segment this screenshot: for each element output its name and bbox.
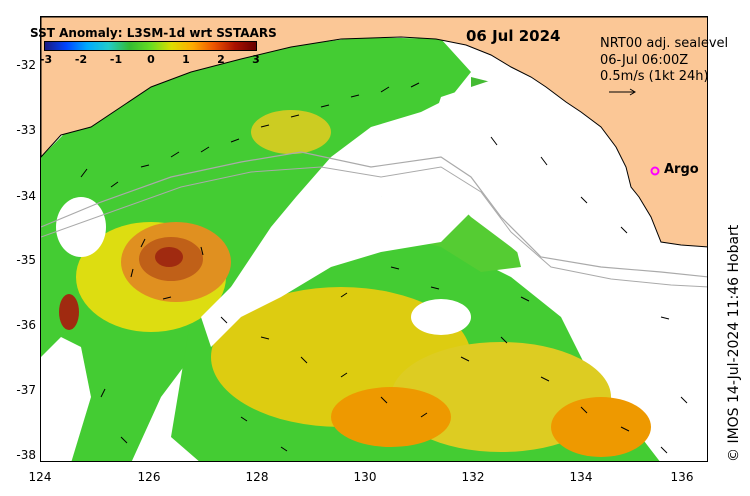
- legend-line-2: 06-Jul 06:00Z: [600, 53, 689, 68]
- colorbar-tick: 0: [147, 53, 155, 66]
- y-tick-label: -35: [16, 253, 36, 267]
- map-canvas[interactable]: [41, 17, 708, 462]
- x-tick-label: 132: [461, 470, 485, 484]
- map-date: 06 Jul 2024: [466, 27, 561, 45]
- colorbar-tick: -2: [74, 53, 88, 66]
- credit-text: © IMOS 14-Jul-2024 11:46 Hobart: [726, 224, 742, 462]
- x-tick-label: 134: [569, 470, 593, 484]
- y-tick-label: -32: [16, 58, 36, 72]
- sst-patch-orange-south: [331, 387, 451, 447]
- y-tick-label: -34: [16, 189, 36, 203]
- australia-landmass: [41, 17, 707, 248]
- missing-data-band-central: [201, 182, 471, 347]
- legend-vector-arrowhead: [629, 88, 636, 96]
- bathymetry-contour-slope: [41, 166, 707, 288]
- legend-line-3: 0.5m/s (1kt 24h): [600, 69, 709, 84]
- y-tick-label: -36: [16, 318, 36, 332]
- argo-label: Argo: [664, 162, 699, 177]
- legend-line-1: NRT00 adj. sealevel: [600, 36, 729, 51]
- colorbar: [44, 41, 257, 51]
- missing-data-patch-south: [411, 299, 471, 335]
- x-tick-label: 130: [353, 470, 377, 484]
- y-tick-label: -38: [16, 448, 36, 462]
- argo-marker: [650, 166, 660, 176]
- colorbar-tick: -3: [39, 53, 53, 66]
- y-tick-label: -33: [16, 123, 36, 137]
- colorbar-tick: 3: [252, 53, 260, 66]
- colorbar-tick: -1: [109, 53, 123, 66]
- sst-patch-orange-southeast: [551, 397, 651, 457]
- x-tick-label: 126: [137, 470, 161, 484]
- colorbar-tick: 1: [182, 53, 190, 66]
- x-tick-label: 128: [245, 470, 269, 484]
- warm-patch-far-west: [59, 294, 79, 330]
- colorbar-title: SST Anomaly: L3SM-1d wrt SSTAARS: [30, 26, 277, 40]
- map-frame[interactable]: [40, 16, 708, 462]
- y-tick-label: -37: [16, 383, 36, 397]
- current-vectors: [80, 82, 688, 454]
- missing-data-southwest: [41, 337, 91, 461]
- colorbar-tick: 2: [217, 53, 225, 66]
- x-tick-label: 136: [670, 470, 694, 484]
- warm-eddy-core: [155, 247, 183, 267]
- missing-data-patch-west: [56, 197, 106, 257]
- bathymetry-contour-shelf: [41, 151, 707, 278]
- sst-coverage-green: [41, 37, 471, 461]
- x-tick-label: 124: [28, 470, 52, 484]
- sst-patch-yellow-north: [251, 110, 331, 154]
